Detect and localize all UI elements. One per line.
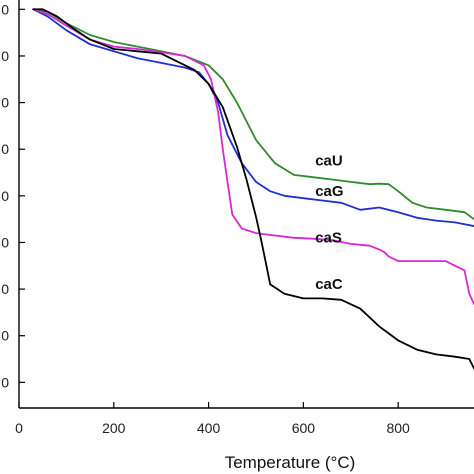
series-line-caG	[32, 8, 474, 228]
series-lines	[32, 8, 474, 370]
y-tick-label: 0	[1, 328, 9, 344]
y-tick-label: 0	[1, 188, 9, 204]
y-tick-label: 0	[1, 1, 9, 17]
series-line-caC	[32, 8, 474, 370]
x-axis-title: Temperature (°C)	[225, 453, 356, 472]
x-tick-label: 200	[102, 420, 126, 436]
y-tick-label: 0	[1, 374, 9, 390]
y-tick-label: 0	[1, 95, 9, 111]
series-label-caG: caG	[315, 183, 343, 200]
series-label-caU: caU	[315, 153, 343, 170]
y-tick-label: 0	[1, 234, 9, 250]
x-tick-label: 600	[292, 420, 316, 436]
x-tick-label: 400	[197, 420, 221, 436]
x-tick-label: 800	[386, 420, 410, 436]
y-tick-label: 0	[1, 141, 9, 157]
y-axis-ticks: 0 0 0 0 0 0 0 0 0	[1, 1, 25, 390]
series-labels: caU caG caS caC	[315, 153, 343, 294]
x-axis-ticks: 0 200 400 600 800	[15, 402, 410, 436]
x-tick-label: 0	[15, 420, 23, 436]
series-label-caS: caS	[315, 229, 342, 246]
y-tick-label: 0	[1, 281, 9, 297]
series-line-caU	[32, 8, 474, 221]
series-label-caC: caC	[315, 276, 343, 293]
series-line-caS	[32, 8, 474, 305]
y-tick-label: 0	[1, 48, 9, 64]
plot-area: 0 200 400 600 800 0 0 0 0 0 0 0 0 0 caU caG caS caC	[1, 0, 474, 436]
